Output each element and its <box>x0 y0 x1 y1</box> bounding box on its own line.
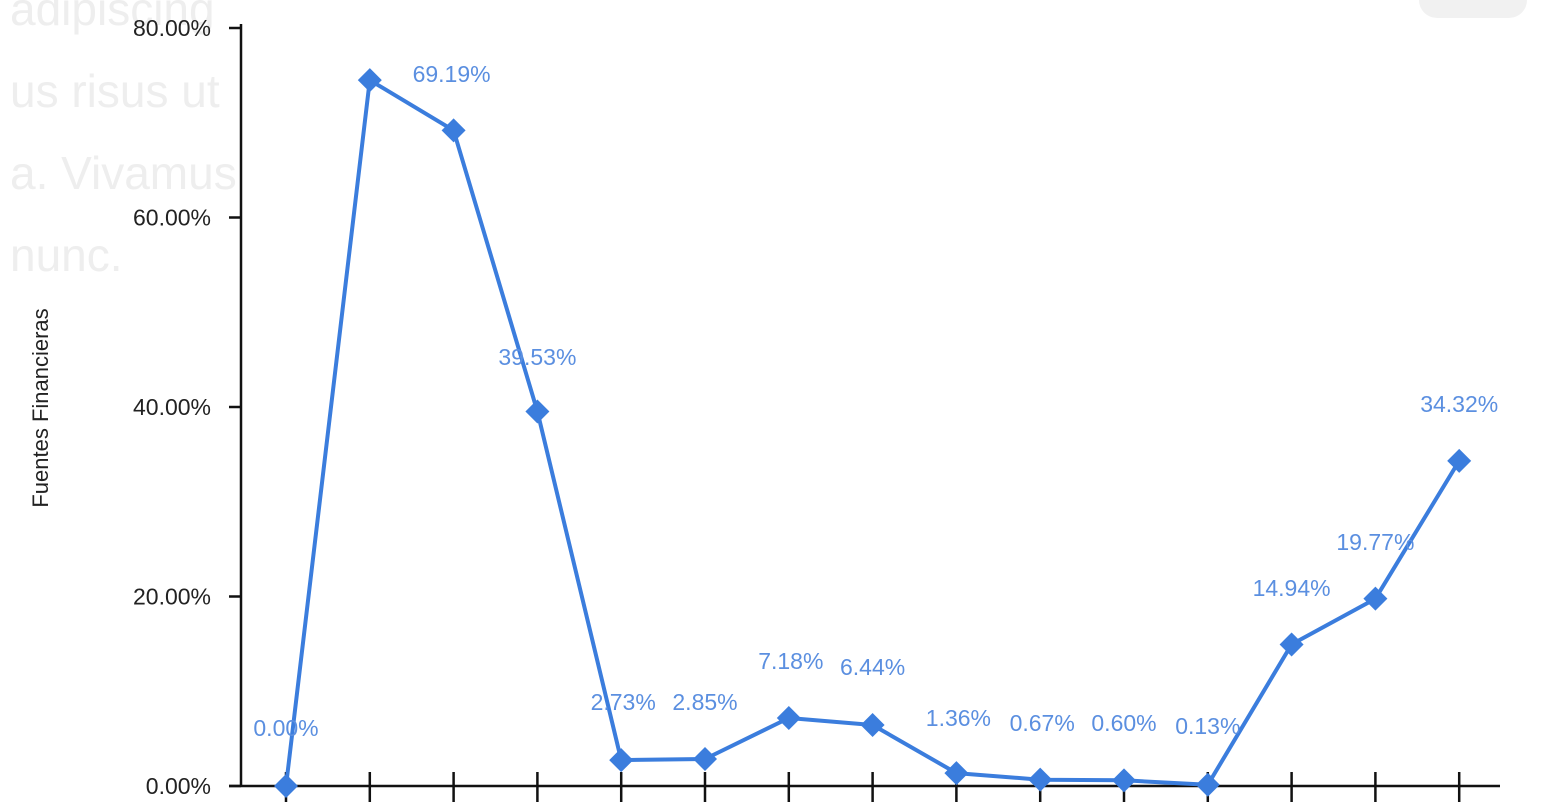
y-axis-label: Fuentes Financieras <box>28 308 53 507</box>
data-label-3: 39.53% <box>498 344 576 370</box>
y-tick-label-4: 80.00% <box>133 15 211 41</box>
data-label-4: 2.73% <box>591 689 656 715</box>
chart-data-labels: 0.00% 69.19% 39.53% 2.73% 2.85% 7.18% 6.44% 1.3… <box>253 61 1498 741</box>
background-text-3: a. Vivamus <box>10 147 237 199</box>
background-text-2: us risus ut <box>10 65 220 117</box>
data-point-3 <box>525 399 550 424</box>
data-point-13 <box>1363 586 1388 611</box>
background-text-4: nunc. <box>10 229 123 281</box>
y-tick-label-2: 40.00% <box>133 394 211 420</box>
data-point-9 <box>1028 767 1053 792</box>
data-label-6: 7.18% <box>758 648 823 674</box>
data-label-8: 1.36% <box>926 705 991 731</box>
y-tick-label-1: 20.00% <box>133 584 211 610</box>
series-line <box>284 78 1461 787</box>
data-label-13: 19.77% <box>1336 529 1414 555</box>
data-point-2 <box>441 118 466 143</box>
data-point-12 <box>1279 632 1304 657</box>
data-label-2: 69.19% <box>413 61 491 87</box>
background-text-1: adipiscing <box>10 0 215 35</box>
data-label-11: 0.13% <box>1175 713 1240 739</box>
y-tick-label-3: 60.00% <box>133 205 211 231</box>
data-point-6 <box>776 705 801 730</box>
data-label-7: 6.44% <box>840 654 905 680</box>
chart-axes <box>229 24 1500 788</box>
data-point-0 <box>274 774 298 798</box>
data-point-5 <box>693 746 717 771</box>
data-point-8 <box>944 761 969 786</box>
data-label-0: 0.00% <box>253 715 318 741</box>
data-point-7 <box>860 712 885 737</box>
chart-ticks: 0.00% 20.00% 40.00% 60.00% 80.00% <box>133 15 1461 802</box>
data-label-12: 14.94% <box>1253 575 1331 601</box>
data-label-9: 0.67% <box>1010 710 1075 736</box>
corner-shadow <box>1419 0 1527 18</box>
data-label-14: 34.32% <box>1420 391 1498 417</box>
y-tick-label-0: 0.00% <box>146 773 211 799</box>
data-point-1 <box>357 68 382 93</box>
chart-series <box>274 68 1472 798</box>
data-point-11 <box>1195 772 1220 797</box>
data-label-5: 2.85% <box>672 689 737 715</box>
data-point-10 <box>1112 768 1136 793</box>
data-point-14 <box>1447 448 1472 473</box>
data-point-4 <box>609 748 634 773</box>
data-label-10: 0.60% <box>1091 710 1156 736</box>
